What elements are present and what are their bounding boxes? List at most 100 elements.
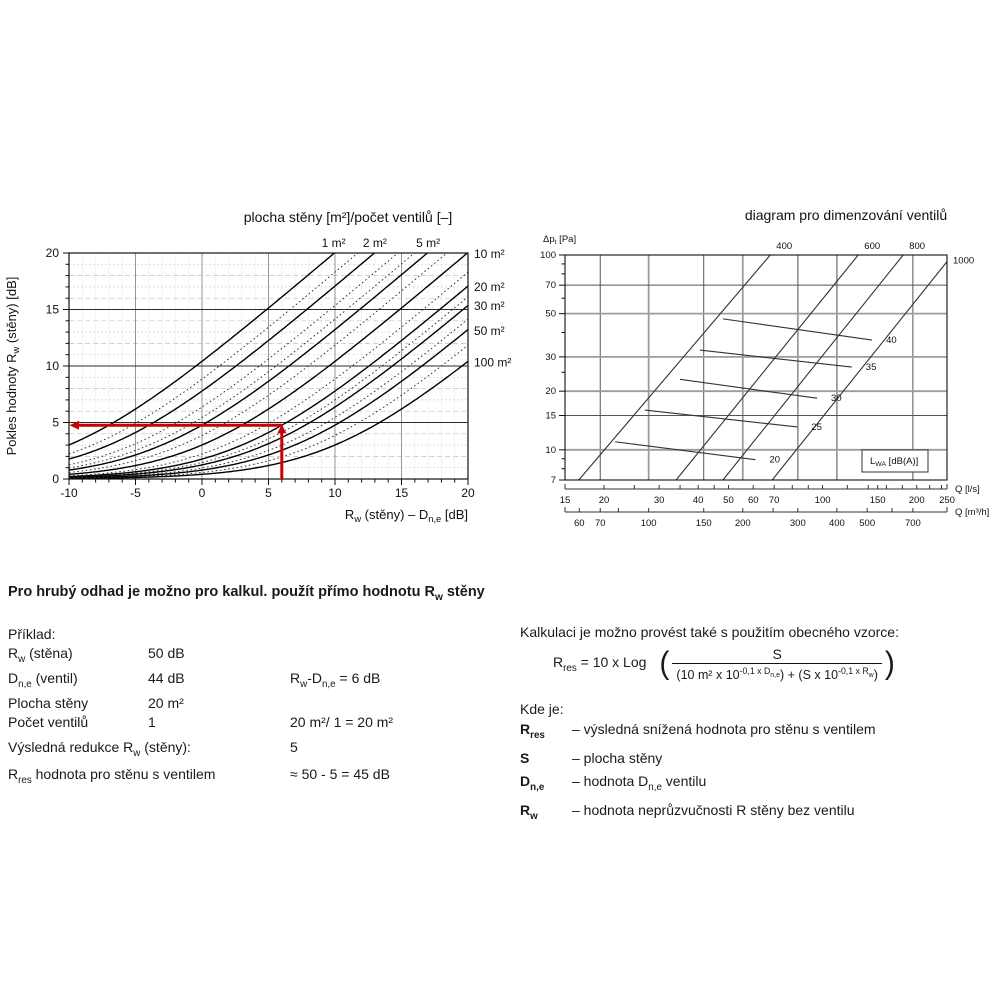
definition-term: Dn,e — [520, 772, 545, 793]
svg-text:60: 60 — [574, 518, 585, 529]
where-label: Kde je: — [520, 701, 564, 717]
svg-text:7: 7 — [551, 475, 556, 486]
formula-open-paren: ( — [659, 646, 670, 681]
svg-text:LWA [dB(A)]: LWA [dB(A)] — [870, 456, 918, 468]
formula-numerator: S — [772, 646, 782, 662]
svg-text:400: 400 — [776, 241, 792, 252]
svg-text:40: 40 — [886, 335, 897, 346]
svg-text:Δpt [Pa]: Δpt [Pa] — [543, 234, 576, 246]
svg-text:Q [l/s]: Q [l/s] — [955, 484, 980, 495]
rough-estimate-heading: Pro hrubý odhad je možno pro kalkul. pou… — [8, 584, 485, 603]
result-row-value: 5 — [290, 739, 298, 755]
svg-text:70: 70 — [545, 280, 556, 291]
result-row: Rres hodnota pro stěnu s ventilem ≈ 50 -… — [8, 764, 390, 791]
svg-text:5: 5 — [52, 416, 59, 430]
svg-text:100: 100 — [641, 518, 657, 529]
svg-text:20: 20 — [769, 455, 780, 466]
definition-row: Dn,e – hodnota Dn,e ventilu — [520, 770, 876, 799]
example-row-note: 20 m²/ 1 = 20 m² — [290, 713, 394, 730]
svg-text:10 m²: 10 m² — [474, 247, 505, 261]
example-row-value: 20 m² — [148, 694, 184, 711]
example-row-label: Plocha stěny — [8, 694, 89, 711]
definition-row: Rres – výsledná snížená hodnota pro stěn… — [520, 718, 876, 747]
definition-desc: – hodnota Dn,e ventilu — [572, 772, 707, 793]
svg-text:15: 15 — [46, 303, 60, 317]
svg-text:30 m²: 30 m² — [474, 299, 505, 313]
definition-term: S — [520, 750, 530, 767]
definition-term: Rw — [520, 802, 538, 822]
formula-heading: Kalkulaci je možno provést také s použit… — [520, 624, 899, 640]
definition-desc: – hodnota neprůzvučnosti R stěny bez ven… — [572, 802, 855, 819]
formula-lhs: Rres = 10 x Log — [553, 654, 647, 674]
svg-text:60: 60 — [748, 495, 759, 506]
svg-text:20: 20 — [46, 246, 60, 260]
result-row-value: ≈ 50 - 5 = 45 dB — [290, 765, 390, 782]
svg-text:20 m²: 20 m² — [474, 280, 505, 294]
svg-text:-10: -10 — [60, 486, 78, 500]
example-row: Počet ventilů 1 20 m²/ 1 = 20 m² — [8, 713, 393, 732]
example-row-note: Rw-Dn,e = 6 dB — [290, 669, 381, 690]
definitions-block: Rres – výsledná snížená hodnota pro stěn… — [520, 718, 876, 828]
definition-term: Rres — [520, 721, 545, 741]
svg-text:400: 400 — [829, 518, 845, 529]
svg-text:5: 5 — [265, 486, 272, 500]
svg-text:50 m²: 50 m² — [474, 324, 505, 338]
svg-text:300: 300 — [790, 518, 806, 529]
result-row: Výsledná redukce Rw (stěny): 5 — [8, 737, 390, 764]
valve-sizing-chart: 400 600 800 1000 20 25 30 35 40 LWA [dB(A)] 7 10 15 2… — [540, 207, 989, 529]
svg-text:150: 150 — [870, 495, 886, 506]
svg-text:Q [m³/h]: Q [m³/h] — [955, 507, 989, 518]
example-row: Plocha stěny 20 m² — [8, 694, 393, 713]
result-block: Výsledná redukce Rw (stěny): 5 Rres hodn… — [8, 737, 390, 791]
svg-text:30: 30 — [654, 495, 665, 506]
definition-row: S – plocha stěny — [520, 747, 876, 770]
svg-text:30: 30 — [831, 393, 842, 404]
reduction-formula: Rres = 10 x Log ( S (10 m² x 10-0,1 x Dn… — [553, 646, 898, 682]
svg-text:diagram pro dimenzování ventil: diagram pro dimenzování ventilů — [745, 207, 947, 223]
svg-text:Rw (stěny) – Dn,e [dB]: Rw (stěny) – Dn,e [dB] — [345, 507, 468, 524]
svg-text:1000: 1000 — [953, 256, 974, 267]
svg-text:800: 800 — [909, 241, 925, 252]
example-row-value: 50 dB — [148, 645, 185, 661]
formula-denominator: (10 m² x 10-0,1 x Dn,e) + (S x 10-0,1 x … — [672, 663, 882, 682]
formula-close-paren: ) — [884, 646, 895, 681]
svg-text:15: 15 — [395, 486, 409, 500]
example-row: Dn,e (ventil) 44 dB Rw-Dn,e = 6 dB — [8, 669, 393, 694]
svg-text:70: 70 — [769, 495, 780, 506]
definition-row: Rw – hodnota neprůzvučnosti R stěny bez … — [520, 799, 876, 828]
svg-text:1 m²: 1 m² — [322, 236, 346, 250]
example-row-label: Dn,e (ventil) — [8, 669, 78, 690]
svg-text:plocha stěny [m²]/počet ventil: plocha stěny [m²]/počet ventilů [–] — [244, 209, 453, 225]
svg-text:-5: -5 — [130, 486, 141, 500]
svg-text:250: 250 — [939, 495, 955, 506]
example-row-label: Rw (stěna) — [8, 645, 73, 665]
example-block: Příklad: Rw (stěna) 50 dB Dn,e (ventil) … — [8, 625, 393, 732]
result-row-label: Výsledná redukce Rw (stěny): — [8, 739, 191, 759]
example-label: Příklad: — [8, 626, 56, 642]
svg-text:10: 10 — [328, 486, 342, 500]
result-row-label: Rres hodnota pro stěnu s ventilem — [8, 765, 216, 786]
svg-text:20: 20 — [545, 386, 556, 397]
svg-text:150: 150 — [696, 518, 712, 529]
svg-text:35: 35 — [866, 362, 877, 373]
svg-text:70: 70 — [595, 518, 606, 529]
wall-area-reduction-chart: -10 -5 0 5 10 15 20 0 5 10 15 20 plocha stěny [m²]/p… — [4, 209, 511, 524]
svg-text:15: 15 — [545, 411, 556, 422]
svg-text:20: 20 — [599, 495, 610, 506]
definition-desc: – výsledná snížená hodnota pro stěnu s v… — [572, 721, 876, 737]
svg-text:0: 0 — [52, 472, 59, 486]
example-row-value: 44 dB — [148, 669, 185, 686]
svg-text:50: 50 — [545, 309, 556, 320]
svg-text:Pokles hodnoty Rw (stěny) [dB]: Pokles hodnoty Rw (stěny) [dB] — [4, 277, 21, 456]
example-row-label: Počet ventilů — [8, 713, 89, 730]
svg-text:700: 700 — [905, 518, 921, 529]
svg-text:5 m²: 5 m² — [416, 236, 440, 250]
definition-desc: – plocha stěny — [572, 750, 663, 767]
svg-text:200: 200 — [735, 518, 751, 529]
example-row-value: 1 — [148, 713, 156, 730]
svg-text:600: 600 — [864, 241, 880, 252]
example-row: Rw (stěna) 50 dB — [8, 644, 393, 669]
svg-text:20: 20 — [461, 486, 475, 500]
svg-text:500: 500 — [859, 518, 875, 529]
